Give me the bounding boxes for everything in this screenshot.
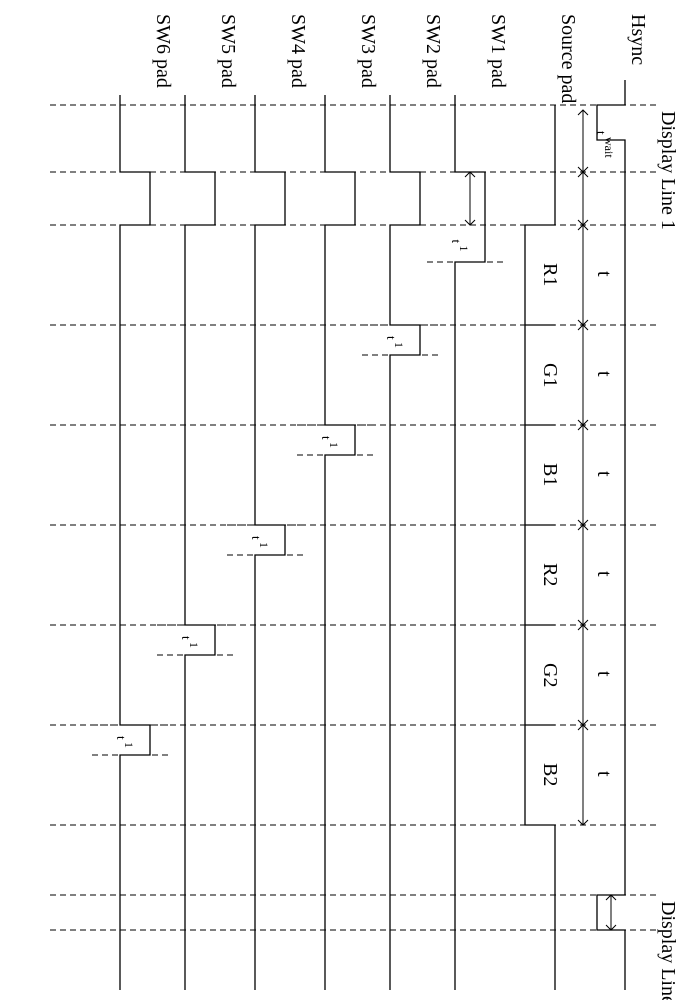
t1-sub: 1	[327, 442, 341, 448]
sw3-waveform	[325, 95, 355, 990]
segment-label: G1	[539, 363, 561, 387]
sw2-waveform	[390, 95, 420, 990]
label-sw2-pad: SW2 pad	[422, 14, 444, 88]
label-sw4-pad: SW4 pad	[287, 14, 309, 88]
label-source-pad: Source pad	[557, 14, 579, 103]
segment-label: G2	[539, 663, 561, 687]
sw5-waveform	[185, 95, 215, 990]
segment-label: B2	[539, 763, 561, 786]
segment-label: R2	[539, 563, 561, 586]
segment-label: R1	[539, 263, 561, 286]
sw6-waveform	[120, 95, 150, 990]
t-label: t	[593, 771, 615, 777]
segment-label: B1	[539, 463, 561, 486]
t-label: t	[593, 271, 615, 277]
t1-label: t	[179, 636, 194, 640]
hsync-waveform	[597, 80, 625, 990]
t1-sub: 1	[187, 642, 201, 648]
t-label: t	[593, 371, 615, 377]
t1-label: t	[249, 536, 264, 540]
t-label: t	[593, 671, 615, 677]
label-sw3-pad: SW3 pad	[357, 14, 379, 88]
t1-label: t	[384, 336, 399, 340]
display-line-1-label: Display Line 1	[657, 111, 677, 230]
t-label: t	[593, 471, 615, 477]
t1-sub: 1	[257, 542, 271, 548]
t-label: t	[593, 571, 615, 577]
label-sw5-pad: SW5 pad	[217, 14, 239, 88]
display-line-2-label: Display Line 2	[657, 901, 677, 1000]
t1-sub: 1	[457, 246, 471, 252]
label-sw6-pad: SW6 pad	[152, 14, 174, 88]
sw1-waveform	[455, 95, 485, 990]
t1-sub: 1	[122, 742, 136, 748]
source-pad-waveform	[525, 105, 555, 990]
twait-label: t	[594, 131, 609, 135]
twait-sub: wait	[602, 137, 616, 158]
label-hsync: Hsync	[627, 14, 649, 65]
t1-label: t	[449, 240, 464, 244]
t1-label: t	[114, 736, 129, 740]
label-sw1-pad: SW1 pad	[487, 14, 509, 88]
t1-sub: 1	[392, 342, 406, 348]
t1-label: t	[319, 436, 334, 440]
